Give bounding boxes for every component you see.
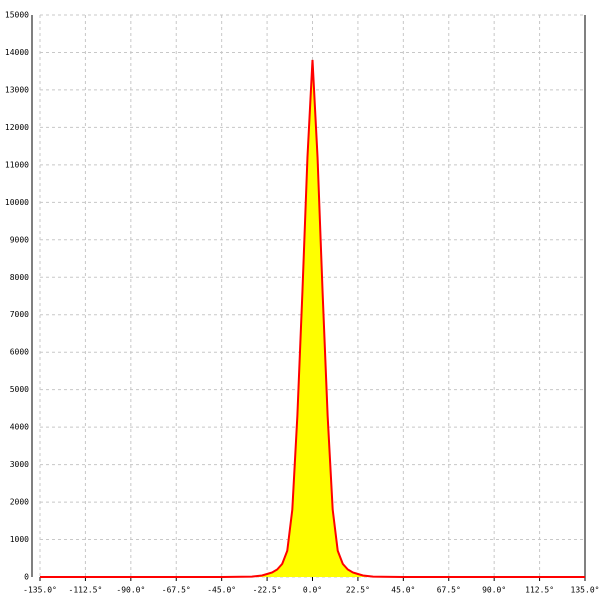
- area-line: [40, 59, 585, 578]
- y-tick-label: 8000: [10, 273, 29, 282]
- y-tick-label: 15000: [5, 11, 29, 20]
- x-tick-label: 0.0°: [303, 586, 322, 595]
- x-tick-label: -90.0°: [116, 586, 145, 595]
- y-tick-label: 6000: [10, 348, 29, 357]
- x-tick-label: 112.5°: [525, 586, 554, 595]
- x-tick-label: -22.5°: [253, 586, 282, 595]
- x-tick-label: 135.0°: [571, 586, 600, 595]
- y-tick-label: 3000: [10, 460, 29, 469]
- y-tick-label: 7000: [10, 310, 29, 319]
- y-tick-label: 4000: [10, 423, 29, 432]
- x-tick-label: -112.5°: [69, 586, 103, 595]
- x-tick-label: -45.0°: [207, 586, 236, 595]
- y-tick-label: 2000: [10, 498, 29, 507]
- y-tick-label: 0: [24, 573, 29, 582]
- y-tick-label: 11000: [5, 160, 29, 169]
- area-fill: [40, 59, 585, 577]
- x-tick-label: 67.5°: [437, 586, 461, 595]
- y-tick-label: 13000: [5, 85, 29, 94]
- y-tick-label: 5000: [10, 385, 29, 394]
- x-tick-label: 90.0°: [482, 586, 506, 595]
- y-tick-label: 9000: [10, 235, 29, 244]
- x-tick-label: -67.5°: [162, 586, 191, 595]
- y-tick-label: 12000: [5, 123, 29, 132]
- y-tick-label: 10000: [5, 198, 29, 207]
- y-tick-label: 14000: [5, 48, 29, 57]
- y-tick-label: 1000: [10, 535, 29, 544]
- x-tick-label: -135.0°: [23, 586, 57, 595]
- x-tick-label: 45.0°: [391, 586, 415, 595]
- x-tick-label: 22.5°: [346, 586, 370, 595]
